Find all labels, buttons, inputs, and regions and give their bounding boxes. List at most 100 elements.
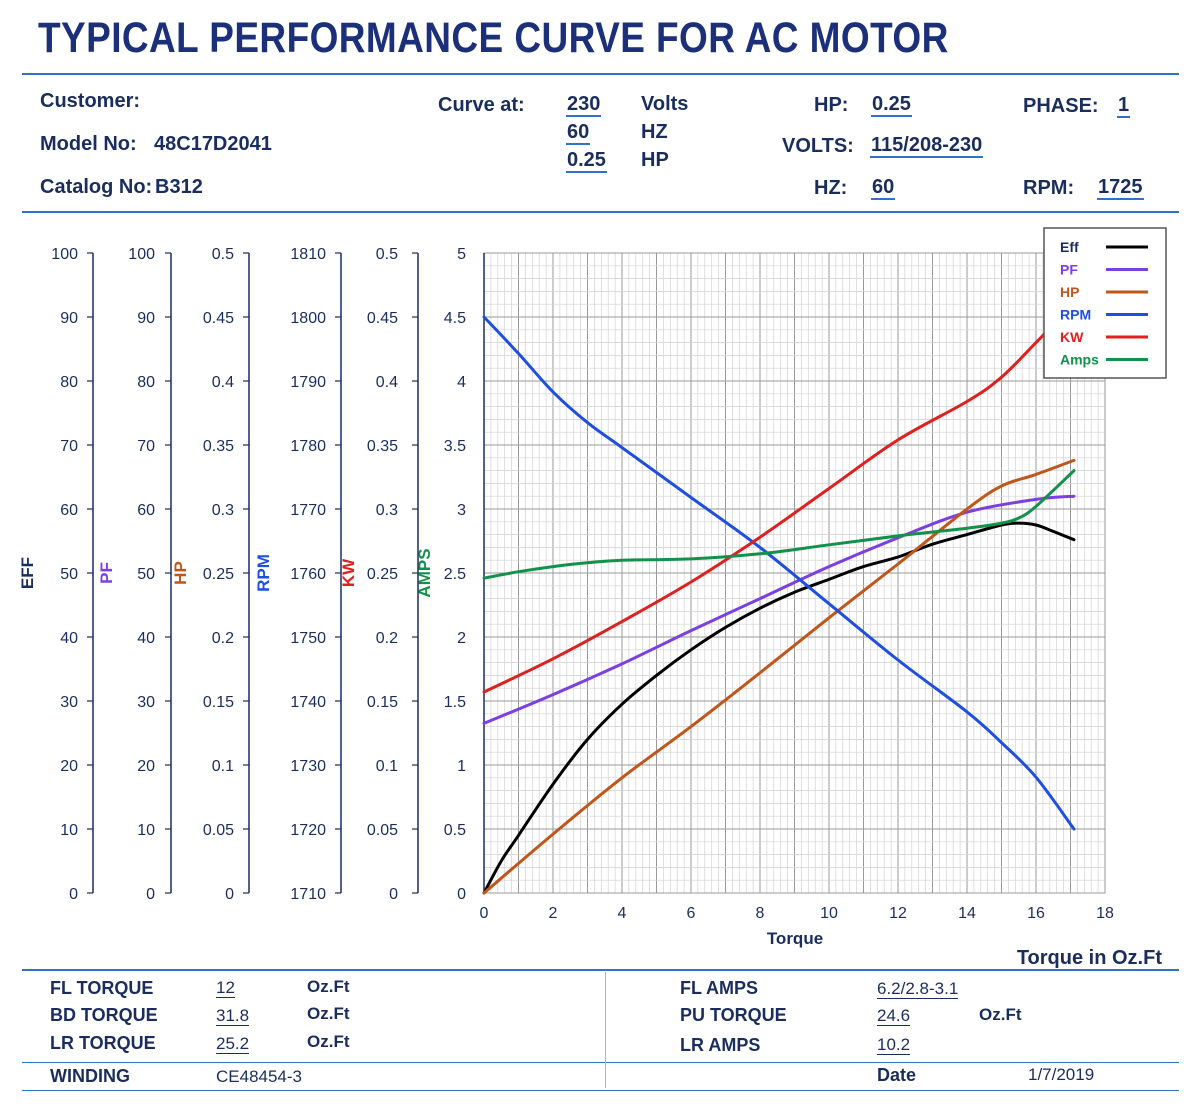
tick-label: 90 xyxy=(60,310,78,327)
tick-label: 70 xyxy=(137,438,155,455)
fl-torque-value: 12 xyxy=(216,978,235,998)
hp-label: HP: xyxy=(814,94,849,116)
tick-label: 3.5 xyxy=(444,438,466,455)
tick-label: 3 xyxy=(457,502,466,519)
tick-label: 1800 xyxy=(290,310,326,327)
header-rule xyxy=(22,211,1179,213)
tick-label: 20 xyxy=(137,758,155,775)
tick-label: 0.3 xyxy=(376,502,398,519)
axis-title: KW xyxy=(339,558,358,587)
tick-label: 0.25 xyxy=(203,566,234,583)
tick-label: 2 xyxy=(457,630,466,647)
tick-label: 80 xyxy=(137,374,155,391)
lr-amps-value: 10.2 xyxy=(877,1035,911,1055)
tick-label: 0.15 xyxy=(203,694,234,711)
tick-label: 40 xyxy=(60,630,78,647)
fl-amps-label: FL AMPS xyxy=(680,978,759,998)
curve-at-unit-volts: Volts xyxy=(641,93,689,115)
title-rule xyxy=(22,73,1179,75)
model-label: Model No: xyxy=(40,133,137,155)
footer-bottom-rule xyxy=(22,1090,1179,1091)
tick-label: 30 xyxy=(137,694,155,711)
curve-at-unit-hp: HP xyxy=(641,149,669,171)
tick-label: 0.2 xyxy=(212,630,234,647)
date-value: 1/7/2019 xyxy=(1028,1065,1095,1084)
footer-top-rule xyxy=(22,969,1179,971)
tick-label: 1750 xyxy=(290,630,326,647)
tick-label: 0 xyxy=(457,886,466,903)
tick-label: 10 xyxy=(60,822,78,839)
axis-amps: 0 0.5 1 1.5 2 2.5 3 3.5 4 4.5 5 AMPS xyxy=(415,246,466,903)
tick-label: 0.25 xyxy=(367,566,398,583)
series-line-kw xyxy=(482,302,1076,694)
series-line-eff xyxy=(482,521,1076,895)
tick-label: 0.1 xyxy=(212,758,234,775)
lr-amps-label: LR AMPS xyxy=(680,1035,761,1055)
axis-hp: 0 0.05 0.1 0.15 0.2 0.25 0.3 0.35 0.4 0.45 0.5 HP xyxy=(171,246,250,903)
rpm-value: 1725 xyxy=(1097,176,1144,200)
axis-eff: 0 10 20 30 40 50 60 70 80 90 100 EFF xyxy=(18,246,94,903)
tick-label: 0.35 xyxy=(367,438,398,455)
winding-label: WINDING xyxy=(50,1066,130,1086)
tick-label: 0.35 xyxy=(203,438,234,455)
footer-divider xyxy=(605,972,606,1088)
tick-label: 10 xyxy=(137,822,155,839)
axis-rpm: 1710 1720 1730 1740 1750 1760 1770 1780 1790 1800… xyxy=(254,246,342,903)
tick-label: 100 xyxy=(128,246,155,263)
series-line-amps xyxy=(482,469,1076,580)
model-value: 48C17D2041 xyxy=(154,133,272,155)
tick-label: 5 xyxy=(457,246,466,263)
legend: Eff PF HP RPM KW Amps xyxy=(1043,227,1167,379)
x-tick-label: 10 xyxy=(820,905,838,922)
volts-value: 115/208-230 xyxy=(870,134,984,158)
tick-label: 100 xyxy=(51,246,78,263)
axis-title: EFF xyxy=(18,557,37,589)
tick-label: 1720 xyxy=(290,822,326,839)
performance-chart: 0102030405060708090100EFF010203040506070… xyxy=(18,227,1167,969)
series-line-pf xyxy=(482,494,1076,725)
curve-at-label: Curve at: xyxy=(438,94,525,116)
x-tick-label: 12 xyxy=(889,905,907,922)
tick-label: 1760 xyxy=(290,566,326,583)
page-title: TYPICAL PERFORMANCE CURVE FOR AC MOTOR xyxy=(38,14,949,62)
curve-at-unit-hz: HZ xyxy=(641,121,668,143)
tick-label: 70 xyxy=(60,438,78,455)
tick-label: 1740 xyxy=(290,694,326,711)
x-tick-label: 14 xyxy=(958,905,976,922)
legend-label-pf: PF xyxy=(1060,262,1078,278)
tick-label: 1810 xyxy=(290,246,326,263)
tick-label: 0.05 xyxy=(203,822,234,839)
catalog-label: Catalog No: xyxy=(40,176,153,198)
phase-label: PHASE: xyxy=(1023,95,1099,117)
tick-label: 0.5 xyxy=(212,246,234,263)
lr-torque-value: 25.2 xyxy=(216,1034,250,1054)
winding-value: CE48454-3 xyxy=(216,1067,303,1086)
tick-label: 0.15 xyxy=(367,694,398,711)
legend-box xyxy=(1043,227,1167,379)
axis-pf: 0 10 20 30 40 50 60 70 80 90 100 PF xyxy=(97,246,172,903)
volts-label: VOLTS: xyxy=(782,135,854,157)
axis-kw: 0 0.05 0.1 0.15 0.2 0.25 0.3 0.35 0.4 0.45 0.5 KW xyxy=(339,246,419,903)
curve-at-hp: 0.25 xyxy=(566,149,607,173)
tick-label: 0 xyxy=(146,886,155,903)
tick-label: 1710 xyxy=(290,886,326,903)
tick-label: 0.5 xyxy=(376,246,398,263)
tick-label: 60 xyxy=(60,502,78,519)
tick-label: 2.5 xyxy=(444,566,466,583)
tick-label: 20 xyxy=(60,758,78,775)
x-tick-label: 0 xyxy=(480,905,489,922)
tick-label: 30 xyxy=(60,694,78,711)
hp-value: 0.25 xyxy=(871,93,912,117)
tick-label: 0 xyxy=(225,886,234,903)
tick-label: 0.2 xyxy=(376,630,398,647)
pu-torque-unit: Oz.Ft xyxy=(979,1005,1022,1024)
tick-label: 90 xyxy=(137,310,155,327)
axis-title: HP xyxy=(171,561,190,585)
tick-label: 0.5 xyxy=(444,822,466,839)
date-label: Date xyxy=(877,1065,917,1085)
tick-label: 0.1 xyxy=(376,758,398,775)
legend-label-eff: Eff xyxy=(1060,239,1079,255)
tick-label: 0.4 xyxy=(376,374,398,391)
tick-label: 0.45 xyxy=(367,310,398,327)
tick-label: 60 xyxy=(137,502,155,519)
